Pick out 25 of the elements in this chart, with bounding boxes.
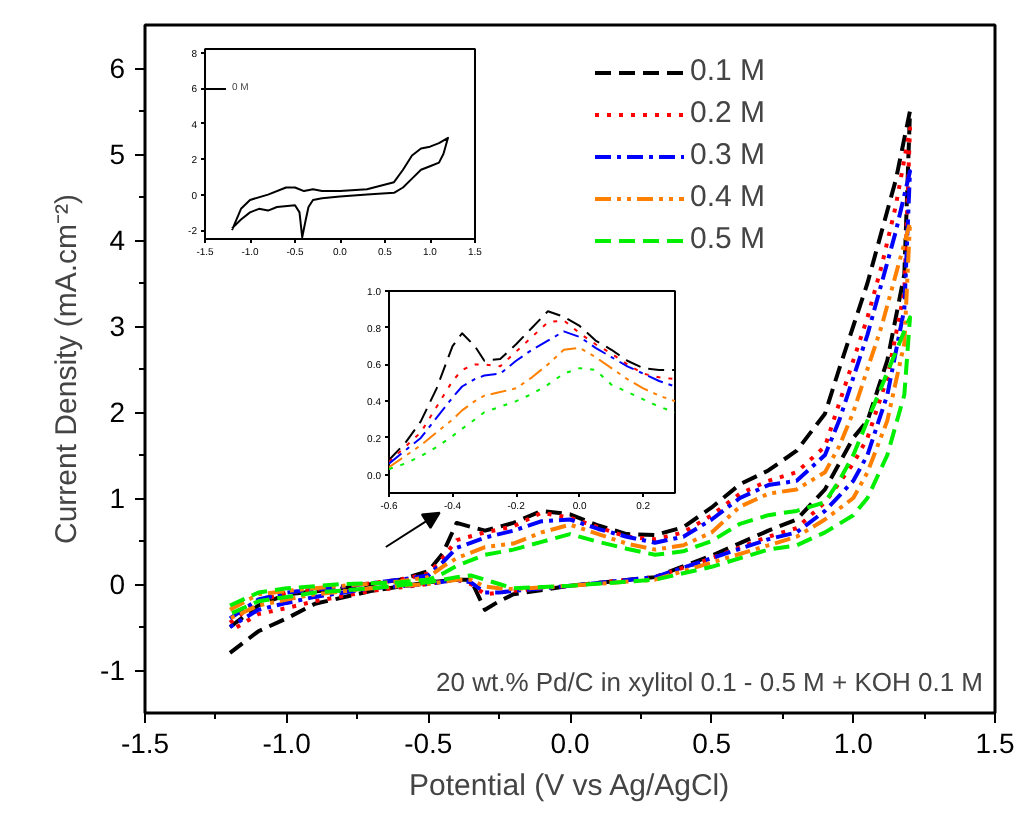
line-series bbox=[389, 367, 675, 471]
y-tick-label: 3 bbox=[109, 310, 126, 342]
x-tick-label: 1.5 bbox=[975, 727, 1015, 759]
legend-label: 0.4 M bbox=[690, 180, 766, 214]
y-tick-label: -1 bbox=[100, 654, 126, 686]
x-tick-label: 1.0 bbox=[833, 727, 874, 759]
legend-label: 0.5 M bbox=[690, 222, 766, 256]
legend-label: 0.2 M bbox=[690, 96, 766, 130]
y-axis-title: Current Density (mA.cm⁻²) bbox=[50, 193, 85, 545]
x-tick-label: -1.5 bbox=[120, 727, 170, 759]
legend-label: 0.3 M bbox=[690, 138, 766, 172]
x-axis-title: Potential (V vs Ag/AgCl) bbox=[409, 769, 730, 803]
legend-label: 0.1 M bbox=[690, 54, 766, 88]
annotation: 20 wt.% Pd/C in xylitol 0.1 - 0.5 M + KOH 0.1 M bbox=[436, 667, 984, 697]
x-tick-label: 0.5 bbox=[692, 727, 732, 759]
y-tick-label: 0 bbox=[109, 568, 126, 600]
y-tick-label: 4 bbox=[109, 224, 126, 256]
y-tick-label: 2 bbox=[109, 396, 126, 428]
x-tick-label: 0.0 bbox=[550, 727, 590, 759]
x-tick-label: -0.5 bbox=[404, 727, 453, 759]
y-tick-label: 1 bbox=[109, 482, 126, 514]
line-series bbox=[228, 315, 912, 617]
y-tick-label: 6 bbox=[109, 52, 126, 84]
x-tick-label: -1.0 bbox=[262, 727, 312, 759]
y-tick-label: 5 bbox=[109, 138, 126, 170]
